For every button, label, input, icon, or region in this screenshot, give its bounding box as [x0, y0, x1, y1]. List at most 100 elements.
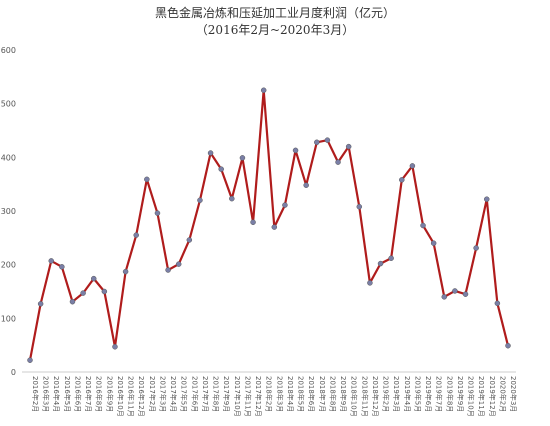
x-tick-label: 2019年6月: [424, 376, 433, 412]
data-point: [260, 87, 267, 93]
x-tick-label: 2017年2月: [148, 376, 157, 412]
data-point: [367, 280, 373, 286]
x-tick-label: 2016年12月: [137, 376, 146, 417]
data-point: [430, 240, 437, 246]
data-point: [197, 197, 203, 204]
x-tick-label: 2017年5月: [180, 376, 189, 412]
data-point: [345, 143, 352, 150]
data-point: [314, 139, 320, 146]
x-tick-label: 2018年6月: [307, 376, 316, 412]
x-tick-label: 2019年10月: [467, 376, 476, 417]
data-point: [409, 163, 416, 169]
data-point: [356, 203, 363, 210]
x-tick-label: 2018年10月: [350, 376, 359, 417]
data-point: [303, 182, 309, 188]
x-tick-label: 2017年8月: [212, 376, 221, 412]
data-point: [229, 195, 235, 202]
x-tick-label: 2019年8月: [445, 376, 454, 412]
x-tick-label: 2017年3月: [158, 376, 167, 412]
x-tick-label: 2017年12月: [254, 376, 263, 417]
data-point: [59, 264, 65, 270]
x-tick-label: 2016年3月: [42, 376, 51, 412]
chart-subtitle: （2016年2月~2020年3月）: [196, 23, 354, 37]
y-tick-label: 100: [1, 314, 16, 323]
x-tick-label: 2018年12月: [371, 376, 380, 417]
y-tick-label: 400: [1, 153, 16, 162]
x-tick-label: 2017年6月: [190, 376, 199, 412]
data-point: [90, 275, 97, 282]
y-tick-label: 0: [11, 368, 16, 377]
x-tick-label: 2016年7月: [84, 376, 93, 412]
x-tick-label: 2018年11月: [360, 376, 369, 417]
data-point: [154, 210, 161, 216]
data-point: [239, 155, 246, 161]
x-tick-label: 2017年9月: [222, 376, 231, 412]
data-point: [27, 357, 33, 363]
data-point: [420, 222, 426, 229]
data-point: [505, 342, 511, 349]
data-point: [48, 258, 54, 264]
data-point: [207, 150, 214, 156]
chart-title: 黑色金属冶炼和压延加工业月度利润（亿元）: [155, 5, 395, 20]
x-tick-label: 2020年2月: [498, 376, 507, 412]
x-tick-label: 2017年10月: [233, 376, 242, 417]
data-point: [101, 288, 108, 295]
x-tick-label: 2019年9月: [456, 376, 465, 412]
data-point: [175, 261, 182, 267]
x-tick-label: 2019年7月: [435, 376, 444, 412]
x-tick-label: 2016年6月: [73, 376, 82, 412]
data-point: [441, 294, 448, 300]
x-tick-label: 2018年9月: [339, 376, 348, 412]
x-tick-label: 2018年4月: [286, 376, 295, 412]
data-point: [144, 176, 150, 183]
y-tick-label: 500: [1, 100, 16, 109]
x-tick-label: 2016年10月: [116, 376, 125, 417]
x-tick-label: 2018年7月: [318, 376, 327, 412]
x-tick-label: 2016年4月: [52, 376, 61, 412]
x-tick-label: 2017年4月: [169, 376, 178, 412]
y-tick-label: 300: [1, 207, 16, 216]
y-tick-label: 600: [1, 46, 16, 55]
x-tick-label: 2019年4月: [403, 376, 412, 412]
data-point: [462, 291, 469, 297]
data-point: [122, 268, 129, 275]
x-tick-label: 2019年12月: [488, 376, 497, 417]
data-point: [186, 237, 193, 243]
x-tick-label: 2019年3月: [392, 376, 401, 412]
data-point: [324, 137, 331, 143]
x-tick-label: 2019年5月: [413, 376, 422, 412]
data-point: [282, 202, 288, 208]
data-point: [473, 245, 479, 251]
data-point: [271, 224, 278, 230]
x-tick-label: 2016年8月: [95, 376, 104, 412]
x-tick-label: 2017年7月: [201, 376, 210, 412]
data-point: [250, 219, 256, 226]
data-point: [494, 300, 501, 307]
data-point: [388, 255, 394, 261]
data-point: [292, 147, 299, 154]
x-tick-label: 2016年9月: [105, 376, 114, 412]
x-tick-label: 2019年2月: [382, 376, 391, 412]
data-point: [112, 344, 118, 350]
data-point: [218, 166, 224, 172]
data-point: [377, 260, 384, 267]
data-point: [165, 267, 171, 273]
x-tick-label: 2020年3月: [509, 376, 518, 412]
x-tick-label: 2018年3月: [275, 376, 284, 412]
data-point: [452, 288, 458, 294]
x-tick-label: 2018年5月: [297, 376, 306, 412]
data-point: [80, 290, 86, 296]
data-point: [69, 298, 76, 305]
x-tick-label: 2018年2月: [265, 376, 274, 412]
x-tick-label: 2018年8月: [328, 376, 337, 412]
x-tick-label: 2016年5月: [63, 376, 72, 412]
x-tick-label: 2019年11月: [477, 376, 486, 417]
x-tick-label: 2016年2月: [31, 376, 40, 412]
data-point: [399, 177, 405, 183]
data-point: [335, 159, 341, 165]
x-tick-label: 2017年11月: [243, 376, 252, 417]
y-tick-label: 200: [1, 261, 16, 270]
data-point: [484, 196, 490, 202]
data-point: [133, 232, 139, 238]
